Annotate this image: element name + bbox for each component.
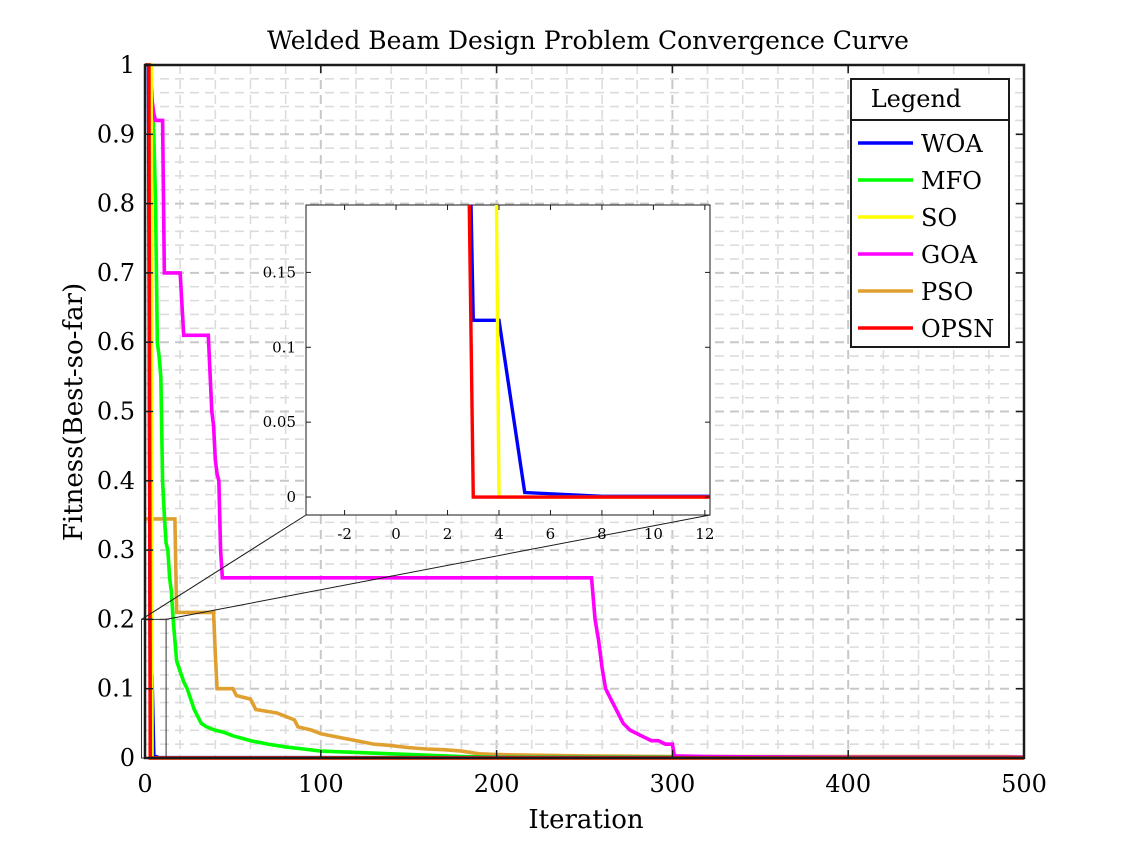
y-tick-label: 0.4 (97, 467, 135, 495)
legend-label-pso: PSO (921, 278, 973, 306)
inset-y-tick-label: 0.1 (272, 338, 296, 356)
y-tick-label: 0.9 (97, 120, 135, 148)
x-tick-label: 0 (137, 770, 152, 798)
legend-items: WOA MFO SO GOA PSO OPSN (858, 130, 994, 343)
y-tick-label: 0.2 (97, 605, 135, 633)
chart-title: Welded Beam Design Problem Convergence C… (267, 26, 909, 55)
y-tick-label: 0.6 (97, 328, 135, 356)
inset-x-tick-label: 12 (695, 525, 714, 543)
y-tick-label: 0 (120, 744, 135, 772)
legend-title: Legend (871, 85, 962, 113)
main-ticks: 0 100 200 300 400 50000.10.20.30.40.50.60.70.… (97, 51, 1047, 798)
legend: Legend WOA MFO SO GOA PSO OPSN (850, 78, 1010, 348)
inset-y-tick-label: 0.05 (263, 413, 296, 431)
inset-y-tick-label: 0 (286, 488, 296, 506)
inset-x-tick-label: 8 (597, 525, 607, 543)
y-tick-label: 0.8 (97, 190, 135, 218)
legend-label-so: SO (921, 204, 957, 232)
x-tick-label: 400 (825, 770, 871, 798)
series-line-mfo (145, 63, 1024, 760)
y-tick-label: 0.1 (97, 675, 135, 703)
x-axis-label: Iteration (528, 805, 643, 835)
inset-x-tick-label: 0 (391, 525, 401, 543)
series-line-goa (145, 63, 1024, 760)
legend-label-opsn: OPSN (921, 315, 994, 343)
y-axis-label: Fitness(Best-so-far) (59, 283, 89, 541)
inset-x-tick-label: 10 (644, 525, 663, 543)
x-tick-label: 300 (649, 770, 695, 798)
inset-x-tick-label: -2 (337, 525, 352, 543)
x-tick-label: 100 (298, 770, 344, 798)
zoom-connector-lines (141, 514, 711, 620)
inset-x-tick-label: 4 (494, 525, 504, 543)
legend-label-woa: WOA (921, 130, 983, 158)
x-tick-label: 200 (474, 770, 520, 798)
legend-label-mfo: MFO (921, 167, 982, 195)
inset-x-tick-label: 2 (443, 525, 453, 543)
y-tick-label: 0.3 (97, 536, 135, 564)
x-tick-label: 500 (1001, 770, 1047, 798)
y-tick-label: 0.5 (97, 398, 135, 426)
y-tick-label: 0.7 (97, 259, 135, 287)
y-tick-label: 1 (120, 51, 135, 79)
inset-series-group (467, 205, 710, 499)
inset-ticks: -2 0 2 4 6 8 10 12 0 0.05 0.1 0.15 (263, 205, 714, 543)
connector-line (141, 514, 307, 620)
inset-zoom-plot: -2 0 2 4 6 8 10 12 0 0.05 0.1 0.15 (263, 204, 714, 543)
connector-line (166, 514, 711, 620)
inset-x-tick-label: 6 (546, 525, 556, 543)
inset-y-tick-label: 0.15 (263, 263, 296, 281)
legend-label-goa: GOA (921, 241, 978, 269)
